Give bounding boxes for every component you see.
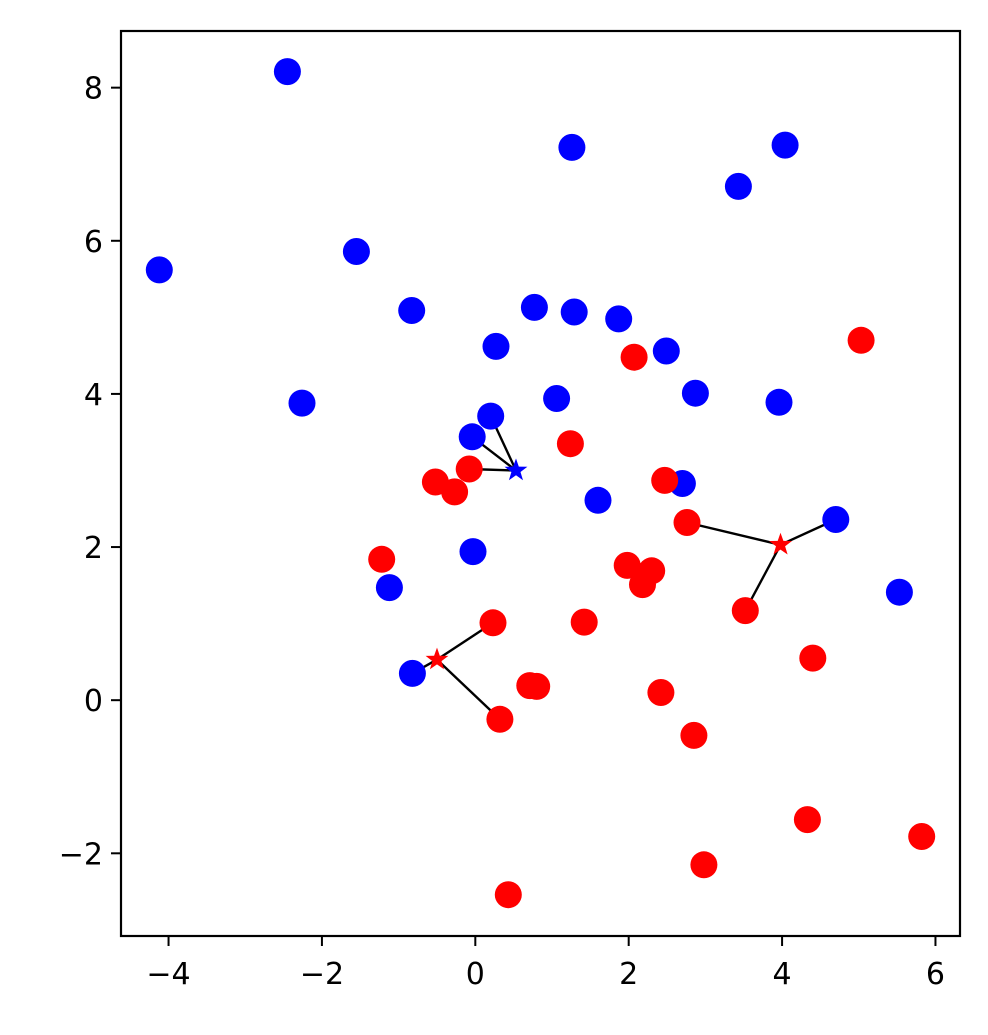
data-points bbox=[145, 58, 936, 909]
data-point-s1-2 bbox=[556, 430, 584, 458]
y-tick-label: 4 bbox=[84, 378, 103, 413]
y-tick-label: −2 bbox=[59, 837, 103, 872]
x-tick-label: 2 bbox=[619, 957, 638, 992]
data-point-s1-11 bbox=[629, 571, 656, 599]
data-point-s1-12 bbox=[731, 597, 759, 625]
x-tick-label: 6 bbox=[926, 957, 945, 992]
data-point-s1-6 bbox=[441, 478, 469, 506]
data-point-s0-6 bbox=[398, 297, 426, 324]
data-point-s1-8 bbox=[368, 545, 396, 573]
x-tick-label: 4 bbox=[773, 957, 792, 992]
data-point-s0-22 bbox=[375, 574, 403, 602]
data-point-s0-18 bbox=[584, 486, 612, 514]
data-point-s0-21 bbox=[459, 538, 487, 566]
data-point-s0-10 bbox=[482, 332, 510, 360]
data-point-s0-12 bbox=[288, 389, 316, 417]
y-tick-label: 2 bbox=[84, 531, 103, 566]
y-axis: −2 0 2 4 6 8 bbox=[59, 72, 121, 872]
data-point-s1-1 bbox=[620, 343, 648, 371]
data-point-s0-23 bbox=[885, 578, 913, 606]
data-point-s0-8 bbox=[560, 298, 588, 326]
data-point-s1-17 bbox=[523, 672, 551, 700]
data-point-s1-7 bbox=[673, 509, 701, 536]
y-tick-label: 0 bbox=[84, 684, 103, 719]
centroid-markers bbox=[425, 458, 792, 670]
y-tick-label: 6 bbox=[84, 225, 103, 260]
centroid-star-0 bbox=[504, 458, 528, 481]
data-point-s1-21 bbox=[793, 806, 821, 834]
centroid-link-2-2 bbox=[436, 658, 501, 721]
data-point-s0-9 bbox=[605, 305, 633, 333]
x-tick-label: −4 bbox=[146, 957, 190, 992]
data-point-s1-4 bbox=[651, 466, 679, 494]
data-point-s0-17 bbox=[458, 423, 486, 451]
data-point-s0-4 bbox=[145, 256, 173, 284]
plot-frame bbox=[119, 29, 962, 938]
data-point-s1-20 bbox=[680, 721, 708, 749]
data-point-s0-1 bbox=[558, 133, 586, 161]
data-point-s0-5 bbox=[342, 238, 370, 265]
data-point-s0-14 bbox=[681, 379, 709, 407]
centroid-link-1-0 bbox=[686, 521, 781, 546]
data-point-s1-3 bbox=[455, 455, 483, 483]
data-point-s1-24 bbox=[494, 881, 522, 909]
data-point-s0-0 bbox=[273, 58, 301, 86]
data-point-s0-2 bbox=[771, 131, 799, 159]
data-point-s1-0 bbox=[847, 326, 875, 354]
data-point-s1-15 bbox=[799, 644, 827, 672]
data-point-s1-22 bbox=[908, 823, 936, 850]
data-point-s0-24 bbox=[398, 659, 426, 687]
x-axis: −4 −2 0 2 4 6 bbox=[146, 936, 945, 992]
data-point-s0-11 bbox=[652, 337, 680, 365]
data-point-s0-15 bbox=[765, 388, 793, 416]
data-point-s1-13 bbox=[570, 608, 598, 636]
x-tick-label: −2 bbox=[300, 957, 344, 992]
x-tick-label: 0 bbox=[466, 957, 485, 992]
data-point-s0-20 bbox=[822, 506, 850, 533]
data-point-s1-19 bbox=[486, 705, 514, 733]
centroid-star-1 bbox=[769, 532, 792, 555]
data-point-s0-3 bbox=[724, 172, 752, 200]
data-point-s1-9 bbox=[613, 551, 641, 579]
data-point-s1-14 bbox=[479, 609, 507, 637]
data-point-s0-7 bbox=[520, 293, 548, 321]
data-point-s0-16 bbox=[477, 402, 505, 430]
y-tick-label: 8 bbox=[84, 72, 103, 107]
centroid-star-2 bbox=[425, 647, 449, 670]
data-point-s1-18 bbox=[647, 679, 675, 706]
data-point-s0-13 bbox=[543, 385, 571, 412]
data-point-s1-23 bbox=[690, 851, 718, 879]
